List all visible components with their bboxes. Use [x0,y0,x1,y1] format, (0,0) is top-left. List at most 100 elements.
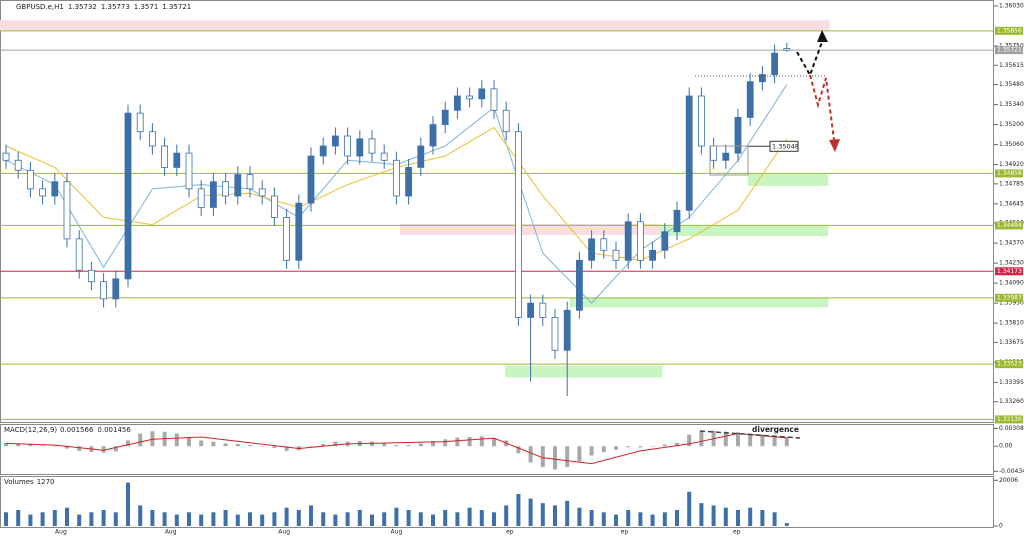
zone [659,226,829,236]
macd-title: MACD(12,26,9) [4,426,57,434]
volume-bar [16,510,21,526]
volume-bar [370,514,374,526]
candle-body [295,202,303,261]
y-tick-label: 1.35480 [999,81,1024,88]
x-tick-label: Aug [55,529,67,536]
y-tick-label: 1.34785 [999,180,1024,187]
forecast-down [809,74,835,141]
macd-bar [260,446,265,447]
candle-body [710,145,717,161]
macd-bar [16,443,21,447]
y-tick-label: 1.35200 [999,121,1024,128]
candle-body [124,112,132,280]
macd-bar [638,446,643,448]
volume-bar [65,507,69,526]
macd-bar [174,433,179,447]
candle-body [234,174,242,197]
volume-bar [589,510,594,526]
candle-body [307,155,315,204]
candle-body [2,152,10,161]
macd-bar [467,436,472,447]
zone [0,20,830,31]
candle-body [197,188,205,208]
macd-bar [65,446,69,449]
candle-body [746,81,754,118]
y-tick-label: 1.35060 [999,141,1024,148]
macd-bar [723,431,728,447]
volume-bar [394,507,399,526]
volume-bar [540,503,545,526]
divergence-line [699,430,801,439]
macd-annotation: divergence [752,425,799,434]
candle-body [417,145,425,168]
macd-bar [101,446,106,453]
candle-body [466,95,474,100]
macd-bar [284,446,289,451]
volume-bar [126,482,130,526]
macd-bar [382,442,387,447]
macd-bar [687,434,692,447]
macd-bar [784,437,789,447]
macd-bar [211,441,216,447]
volume-tick-label: 20006 [999,477,1018,484]
candle-body [453,95,461,111]
arrow-head [829,139,840,152]
candle-body [356,138,364,157]
level-label: 1.33136 [997,416,1022,423]
candle-body [527,302,534,318]
volume-bar [296,510,301,526]
y-tick-label: 1.33260 [999,398,1024,405]
candle-body [331,135,339,147]
volume-bar [504,505,509,526]
candle-body [783,48,791,51]
macd-signal-value: 0.001456 [97,426,131,434]
chart-header: GBPUSD.e,H1 1.35732 1.35773 1.3571 1.35721 [16,3,191,11]
candle-body [771,52,778,75]
volume-bar [553,505,557,526]
y-tick-label: 1.34920 [999,161,1024,168]
volume-bar [772,512,777,526]
candle-body [649,249,656,261]
macd-bar [626,446,631,448]
volume-bar [699,503,704,526]
volume-bar [614,514,618,526]
candle-body [624,221,632,261]
candle-body [173,152,181,168]
macd-bar [675,442,679,447]
candle-body [258,188,266,197]
macd-bar [272,446,277,448]
volume-bar [4,512,8,526]
candle-body [685,95,693,211]
candle-body [734,117,742,154]
volume-bar [760,510,765,526]
volume-bar [601,512,606,526]
volume-bar [309,505,313,526]
macd-bar [187,436,191,447]
macd-bar [589,446,594,456]
volume-bar [662,512,667,526]
note-label: 1.35048 [772,142,799,150]
volume-bar [479,510,484,526]
macd-bar [418,443,423,447]
macd-bar [138,433,143,447]
candle-body [576,259,583,311]
volume-bar [528,498,533,526]
macd-signal [5,433,787,465]
volume-bar [321,512,326,526]
volume-last: 1270 [37,478,55,486]
macd-bar [52,445,57,447]
candle-body [63,181,71,240]
candle-body [112,278,120,300]
volume-bar [150,510,155,526]
macd-bar [333,441,338,447]
y-tick-label: 1.33810 [999,320,1024,327]
volume-bar [284,507,289,526]
x-tick-label: ep [506,529,514,536]
candle-body [222,181,230,197]
arrow-head [817,30,828,42]
macd-bar [248,445,252,447]
macd-tick-label: -0.004342 [999,468,1024,475]
macd-bar [601,446,606,453]
level-tag [995,221,1023,230]
macd-bar [309,446,313,447]
